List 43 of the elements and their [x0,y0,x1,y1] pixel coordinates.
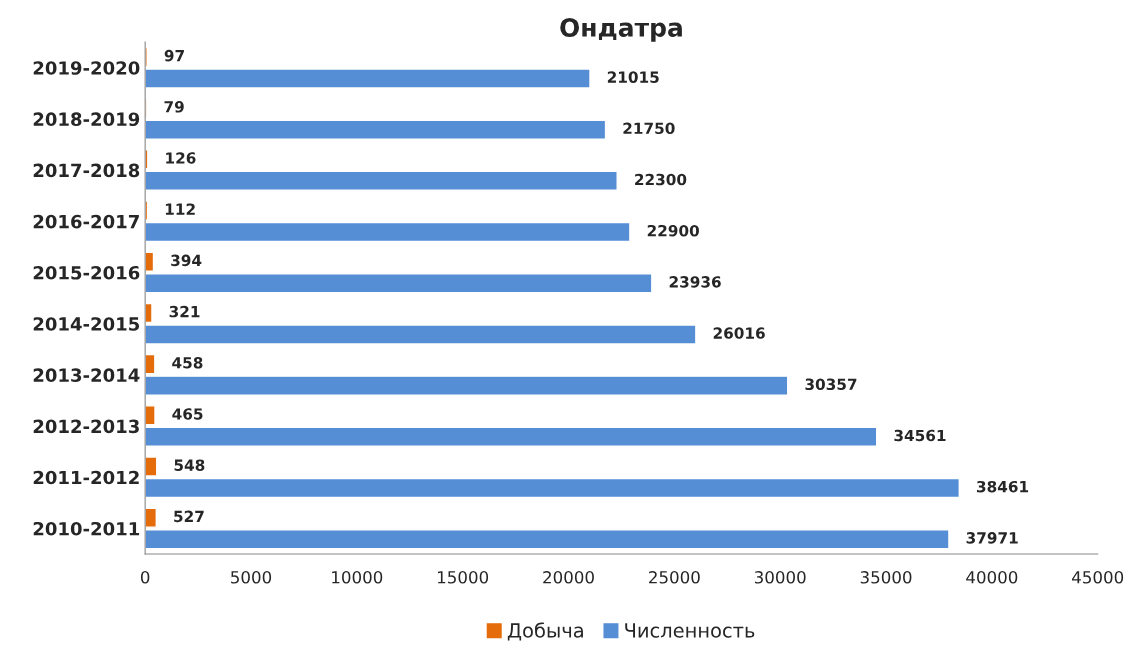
x-tick-label: 20000 [543,571,594,584]
x-tick-label: 35000 [860,571,912,584]
x-tick-label: 45000 [1072,571,1124,584]
y-tick-label: 2013-2014 [33,368,140,382]
data-label: 321 [169,305,200,318]
y-tick-label: 2011-2012 [33,470,139,485]
y-tick-label: 2010-2011 [33,521,140,536]
data-label: 26016 [713,327,765,339]
data-label: 458 [172,356,203,369]
x-tick-label: 10000 [332,571,383,584]
data-label: 97 [164,49,184,62]
data-label: 34561 [894,429,946,442]
x-tick-label: 15000 [437,571,489,584]
data-label: 21015 [607,71,659,83]
x-tick-label: 5000 [231,571,272,584]
data-label: 38461 [976,480,1029,493]
chart-title: Ондатра [560,18,682,42]
data-label: 527 [174,510,204,523]
y-tick-label: 2016-2017 [33,214,139,229]
data-label: 112 [165,203,195,215]
data-label: 22300 [635,173,687,186]
y-tick-label: 2018-2019 [33,112,140,127]
x-tick-label: 25000 [649,571,700,584]
data-label: 394 [171,254,202,267]
data-label: 23936 [669,276,721,288]
data-label: 37971 [966,532,1018,544]
x-tick-label: 40000 [966,571,1018,584]
legend-label: Добыча [507,622,583,641]
data-label: 465 [172,408,203,420]
data-label: 30357 [805,378,857,391]
y-tick-label: 2012-2013 [33,419,139,434]
y-tick-label: 2014-2015 [33,317,140,331]
y-tick-label: 2017-2018 [33,163,140,178]
data-label: 126 [166,152,196,164]
data-label: 21750 [623,122,675,135]
data-label: 548 [174,459,205,471]
x-tick-label: 0 [140,571,150,584]
data-label: 79 [164,101,184,113]
legend-label: Численность [625,623,755,638]
y-tick-label: 2015-2016 [33,265,140,280]
data-label: 22900 [647,224,699,237]
y-tick-label: 2019-2020 [33,61,140,75]
x-tick-label: 30000 [754,571,806,584]
